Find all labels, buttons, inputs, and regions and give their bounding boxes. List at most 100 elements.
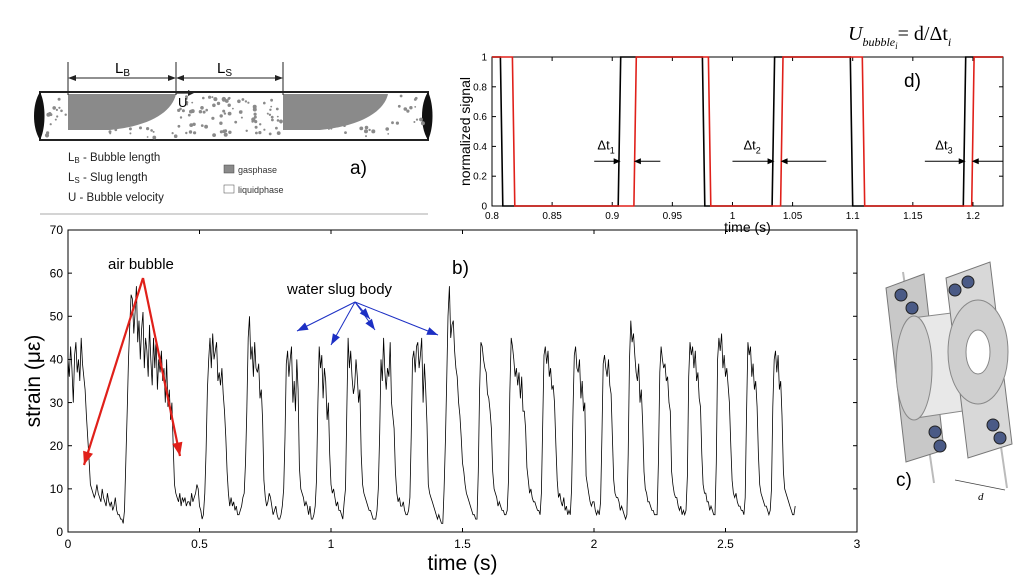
small-bubble	[263, 101, 266, 105]
small-bubble	[192, 122, 196, 127]
liquidphase-label: liquidphase	[238, 185, 284, 195]
small-bubble	[399, 94, 403, 98]
sensor-bore	[965, 329, 991, 375]
bolt-icon	[948, 283, 962, 297]
taylor-bubble-1	[68, 94, 176, 130]
small-bubble	[211, 116, 215, 120]
velocity-formula: Ububblei= d/Δti	[848, 23, 951, 51]
small-bubble	[152, 135, 157, 140]
small-bubble	[397, 104, 401, 108]
y-tick-label: 50	[50, 309, 64, 323]
small-bubble	[208, 95, 212, 99]
small-bubble	[222, 129, 226, 134]
small-bubble	[420, 121, 425, 126]
small-bubble	[190, 109, 195, 114]
panel-b-letter: b)	[452, 258, 469, 279]
panel-c-letter: c)	[896, 470, 912, 491]
dt-label: Δt3	[935, 137, 952, 155]
dt-arrowhead-right	[971, 158, 979, 165]
small-bubble	[177, 108, 181, 112]
small-bubble	[185, 101, 189, 104]
small-bubble	[252, 107, 257, 112]
small-bubble	[216, 101, 221, 106]
ls-arrow-right	[275, 75, 283, 81]
x-tick-label: 0.85	[542, 211, 562, 222]
sensor-1-signal-line	[492, 56, 1003, 207]
small-bubble	[270, 115, 274, 119]
pipe-right-end	[422, 92, 433, 140]
lb-label: LB	[115, 60, 130, 79]
small-bubble	[275, 126, 278, 130]
y-tick-label: 0.2	[473, 172, 487, 183]
small-bubble	[219, 121, 223, 125]
small-bubble	[204, 124, 209, 129]
ls-arrow-left	[176, 75, 184, 81]
plot-frame	[491, 56, 1004, 207]
small-bubble	[213, 97, 218, 102]
small-bubble	[244, 100, 248, 103]
small-bubble	[371, 129, 376, 134]
small-bubble	[57, 97, 61, 101]
y-tick-label: 0.8	[473, 82, 487, 93]
dt-arrowhead-right	[780, 158, 788, 165]
small-bubble	[395, 121, 399, 125]
small-bubble	[364, 125, 369, 130]
small-bubble	[173, 134, 178, 138]
dispersed-bubbles	[44, 94, 425, 140]
small-bubble	[228, 130, 232, 134]
small-bubble	[187, 113, 191, 117]
small-bubble	[333, 124, 336, 128]
small-bubble	[185, 97, 188, 100]
small-bubble	[223, 132, 228, 137]
small-bubble	[181, 109, 185, 113]
bolt-icon	[986, 418, 1000, 432]
x-tick-label: 0.5	[191, 537, 208, 551]
small-bubble	[223, 112, 227, 115]
small-bubble	[222, 109, 226, 113]
air-bubble-arrow-head	[83, 450, 93, 465]
y-tick-label: 20	[50, 439, 64, 453]
panel-d-letter: d)	[904, 71, 921, 92]
x-tick-label: 1	[730, 211, 736, 222]
small-bubble	[415, 118, 419, 121]
small-bubble	[64, 113, 67, 116]
small-bubble	[48, 112, 52, 116]
x-tick-label: 2	[591, 537, 598, 551]
sensor-2-signal-line	[492, 56, 1003, 207]
pipe-left-end	[34, 92, 45, 140]
small-bubble	[202, 110, 206, 114]
small-bubble	[146, 127, 150, 131]
lb-arrow-left	[68, 75, 76, 81]
small-bubble	[368, 128, 371, 132]
small-bubble	[60, 109, 63, 113]
velocity-label: U	[178, 95, 187, 110]
dt-arrowhead-left	[767, 158, 775, 165]
small-bubble	[251, 117, 256, 122]
small-bubble	[179, 116, 183, 119]
water-slug-arrow-head	[297, 322, 309, 331]
x-axis-label: time (s)	[724, 219, 771, 235]
small-bubble	[258, 131, 262, 135]
air-bubble-arrow	[141, 277, 182, 457]
small-bubble	[254, 125, 258, 129]
small-bubble	[56, 115, 59, 118]
small-bubble	[279, 121, 283, 124]
panel-a-letter: a)	[350, 158, 367, 179]
bolt-icon	[928, 425, 942, 439]
x-tick-label: 0.95	[663, 211, 683, 222]
small-bubble	[108, 130, 112, 134]
sensor-cylinder-face	[895, 315, 933, 421]
small-bubble	[247, 101, 250, 104]
small-bubble	[269, 108, 272, 112]
gasphase-swatch	[223, 164, 235, 174]
small-bubble	[128, 127, 132, 131]
small-bubble	[240, 116, 243, 119]
water-slug-arrow-head	[331, 333, 340, 345]
y-tick-label: 10	[50, 482, 64, 496]
x-tick-label: 1.2	[966, 211, 980, 222]
small-bubble	[54, 118, 57, 121]
gasphase-label: gasphase	[238, 165, 277, 175]
small-bubble	[413, 121, 416, 123]
